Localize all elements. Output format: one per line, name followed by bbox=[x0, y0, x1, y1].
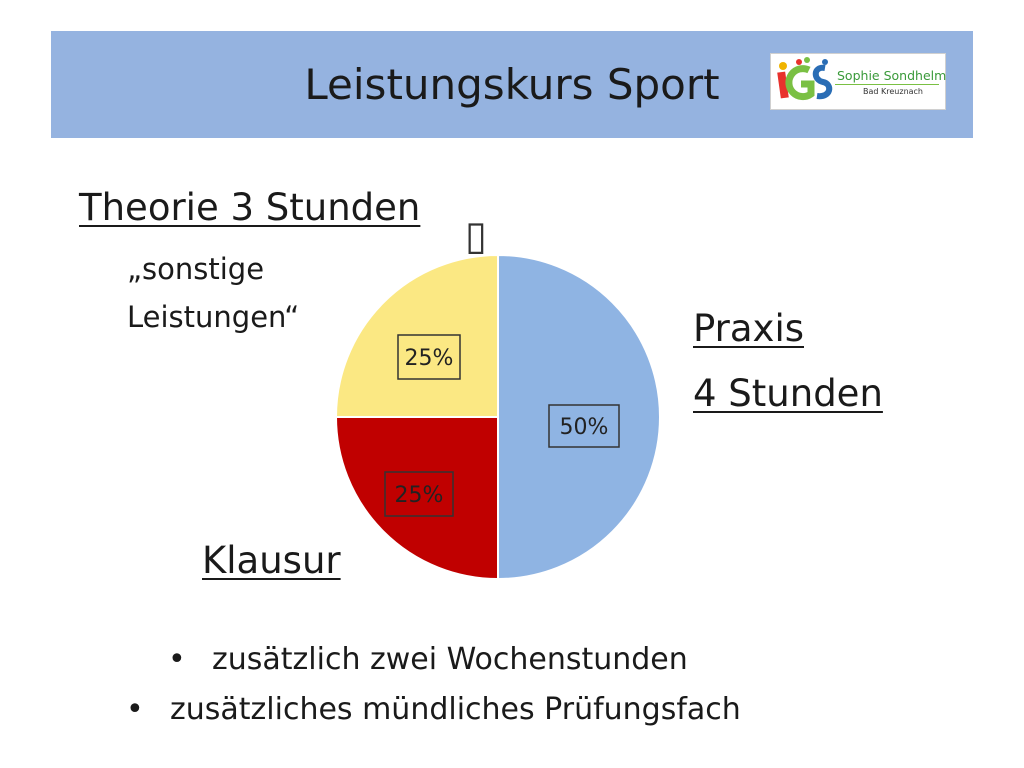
data-label: 25% bbox=[395, 483, 444, 508]
label-sonstige-2: Leistungen“ bbox=[127, 300, 300, 334]
logo-divider bbox=[835, 84, 939, 85]
label-praxis-stunden: 4 Stunden bbox=[693, 372, 883, 415]
label-klausur: Klausur bbox=[202, 539, 341, 582]
logo-place: Bad Kreuznach bbox=[863, 87, 924, 96]
bullet-dot-icon: • bbox=[126, 692, 144, 727]
page-title: Leistungskurs Sport bbox=[304, 60, 720, 109]
data-label-box bbox=[384, 471, 454, 517]
label-praxis: Praxis bbox=[693, 307, 804, 350]
bullet-item: • zusätzlich zwei Wochenstunden bbox=[168, 642, 688, 677]
school-logo: Sophie Sondhelm Bad Kreuznach bbox=[770, 53, 946, 110]
data-label: 25% bbox=[405, 346, 454, 371]
bullet-dot-icon: • bbox=[168, 642, 186, 677]
pie-slice-sonstige-leistungen bbox=[334, 253, 499, 418]
pie-slice-klausur bbox=[334, 416, 499, 581]
data-label: 50% bbox=[560, 415, 609, 440]
igs-logo-icon bbox=[777, 57, 833, 101]
data-label-box bbox=[548, 404, 620, 448]
pie-slice-praxis bbox=[497, 253, 661, 581]
label-theorie: Theorie 3 Stunden bbox=[79, 186, 421, 229]
placeholder-glyph-icon: ▯ bbox=[465, 213, 488, 259]
bullet-item: • zusätzliches mündliches Prüfungsfach bbox=[126, 692, 741, 727]
data-label-box bbox=[397, 334, 461, 380]
label-sonstige-1: „sonstige bbox=[127, 252, 265, 286]
logo-school-name: Sophie Sondhelm bbox=[837, 68, 947, 83]
